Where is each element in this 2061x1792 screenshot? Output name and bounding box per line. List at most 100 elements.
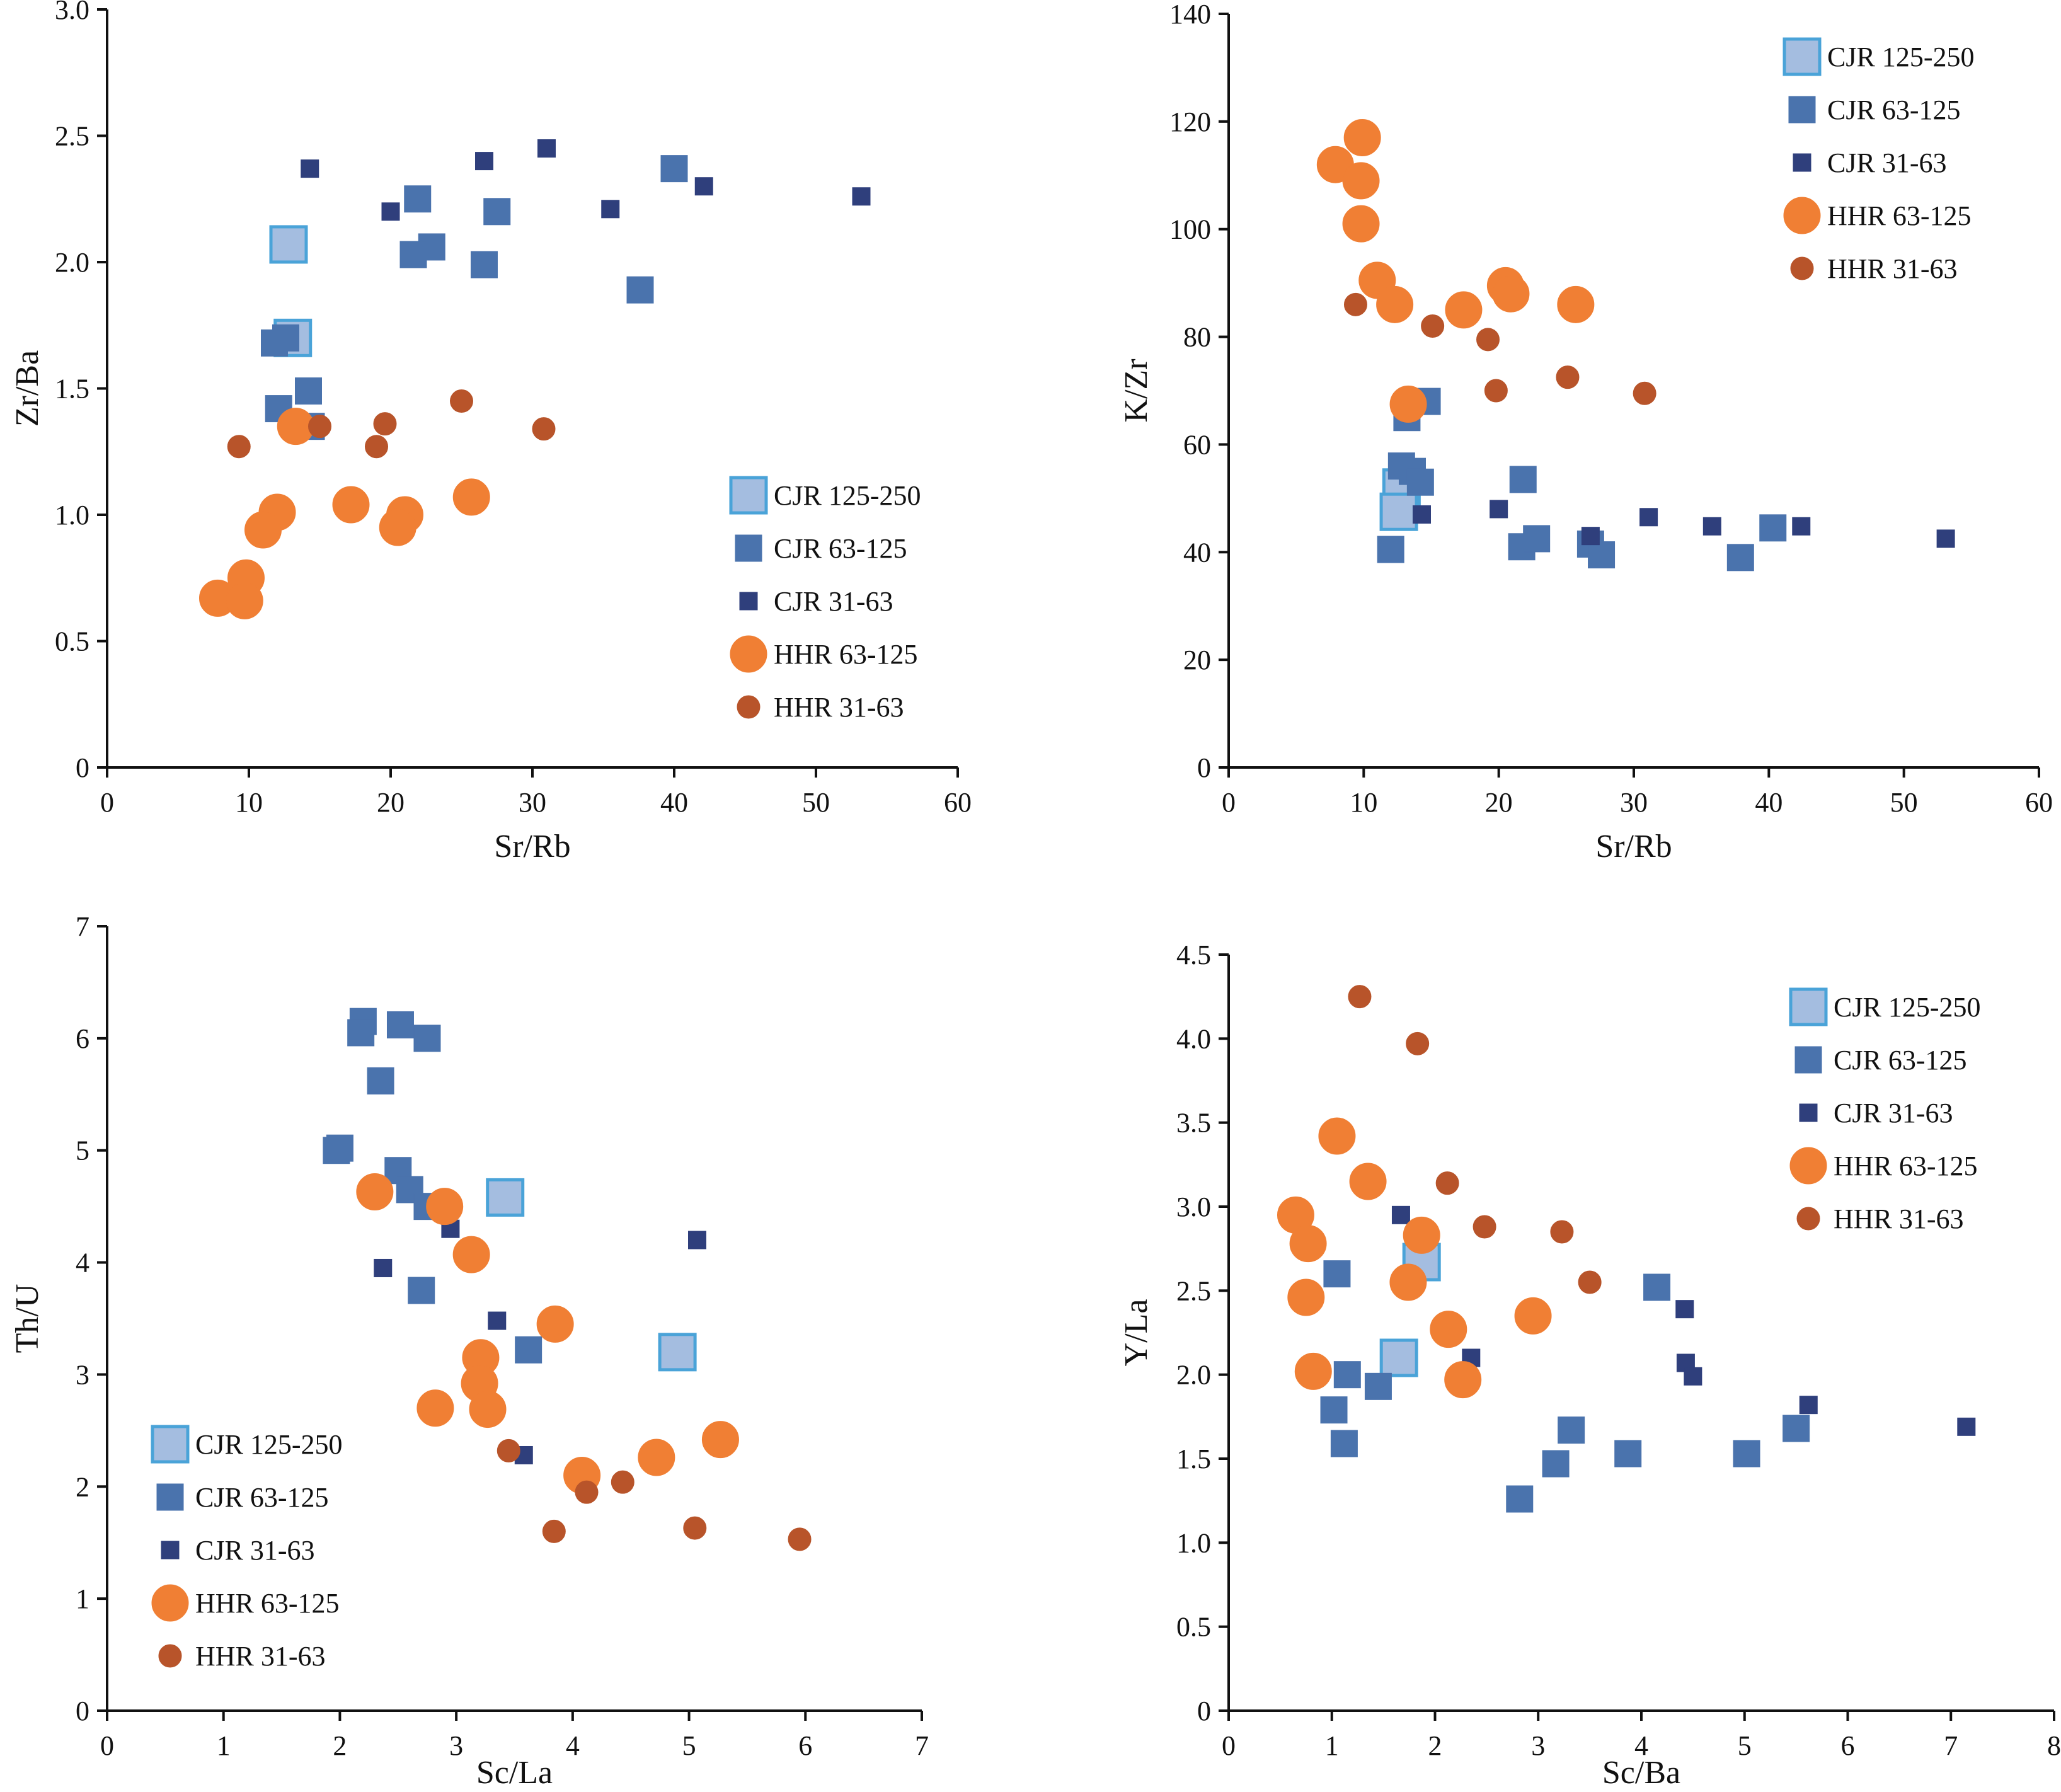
data-point-cjr-63-125 — [1558, 1416, 1585, 1444]
x-axis-title: Sc/Ba — [1602, 1755, 1680, 1791]
chart-zr-ba: 0 10 20 30 40 50 60 0 0.5 1.0 1.5 2.0 2.5 3.0 Sr/Rb Zr/… — [9, 0, 972, 864]
data-point-hhr-31-63 — [1343, 292, 1367, 316]
series-hhr-31-63 — [497, 1439, 812, 1551]
legend-label: CJR 63-125 — [195, 1482, 328, 1513]
y-tick-label: 5 — [76, 1135, 89, 1166]
legend-marker-cjr-63-125 — [1794, 1046, 1822, 1074]
y-tick-label: 1 — [76, 1583, 89, 1614]
legend-label: CJR 125-250 — [195, 1429, 342, 1460]
data-point-cjr-31-63 — [1639, 508, 1658, 527]
data-point-hhr-31-63 — [1484, 379, 1508, 403]
legend-marker-cjr-63-125 — [156, 1483, 184, 1511]
data-point-hhr-31-63 — [1421, 314, 1445, 338]
x-tick-label: 0 — [100, 1730, 114, 1761]
series-cjr-63-125 — [261, 155, 688, 440]
data-point-hhr-31-63 — [365, 435, 388, 459]
data-point-hhr-31-63 — [1550, 1220, 1574, 1244]
data-point-cjr-63-125 — [323, 1137, 350, 1164]
legend-marker-cjr-31-63 — [1793, 153, 1811, 172]
x-tick-label: 6 — [798, 1730, 812, 1761]
y-tick-label: 1.5 — [55, 374, 89, 405]
data-point-hhr-63-125 — [1389, 385, 1427, 423]
y-tick-label: 0 — [1197, 1696, 1211, 1726]
y-tick-label: 0.5 — [1176, 1612, 1211, 1643]
legend-label: CJR 125-250 — [1827, 42, 1974, 72]
data-point-cjr-125-250 — [269, 225, 308, 264]
data-point-hhr-63-125 — [416, 1389, 454, 1427]
legend-label: HHR 31-63 — [195, 1641, 326, 1672]
data-point-hhr-63-125 — [1557, 285, 1595, 323]
data-point-cjr-31-63 — [1581, 527, 1600, 546]
x-tick-label: 0 — [1222, 1730, 1236, 1761]
data-point-cjr-31-63 — [852, 187, 871, 206]
series-cjr-31-63 — [301, 139, 871, 221]
data-point-cjr-31-63 — [688, 1231, 707, 1249]
legend-marker-hhr-31-63 — [158, 1644, 182, 1668]
data-point-hhr-31-63 — [788, 1527, 812, 1551]
x-tick-label: 3 — [449, 1730, 463, 1761]
series-cjr-31-63 — [1391, 1205, 1976, 1436]
data-point-hhr-63-125 — [469, 1391, 507, 1428]
x-tick-label: 30 — [519, 787, 546, 818]
data-point-hhr-63-125 — [1430, 1311, 1467, 1348]
data-point-cjr-63-125 — [515, 1336, 543, 1364]
data-point-hhr-63-125 — [1343, 118, 1381, 156]
data-point-cjr-31-63 — [381, 202, 400, 221]
x-axis-title: Sr/Rb — [1595, 829, 1672, 864]
x-tick-label: 2 — [1428, 1730, 1442, 1761]
y-tick-label: 4 — [76, 1248, 89, 1278]
series-hhr-31-63 — [1348, 985, 1602, 1294]
y-tick-label: 7 — [76, 911, 89, 942]
chart-k-zr: 0 10 20 30 40 50 60 0 20 40 60 80 100 120 140 Sr/Rb K/Zr… — [1118, 0, 2053, 864]
data-point-hhr-63-125 — [1349, 1163, 1387, 1200]
y-tick-label: 1.5 — [1176, 1444, 1211, 1474]
x-tick-label: 0 — [1222, 787, 1236, 818]
legend-label: CJR 63-125 — [1834, 1045, 1966, 1076]
data-point-hhr-63-125 — [379, 508, 416, 546]
data-point-hhr-63-125 — [1294, 1352, 1332, 1390]
y-tick-label: 1.0 — [1176, 1527, 1211, 1558]
data-point-cjr-63-125 — [660, 155, 688, 183]
y-tick-label: 120 — [1169, 106, 1211, 137]
series-cjr-63-125 — [1320, 1260, 1810, 1513]
x-tick-label: 20 — [377, 787, 405, 818]
data-point-hhr-31-63 — [1435, 1171, 1459, 1195]
data-point-cjr-63-125 — [1759, 514, 1787, 542]
legend-marker-hhr-63-125 — [151, 1584, 189, 1622]
data-point-hhr-63-125 — [1389, 1263, 1427, 1301]
legend-label: CJR 125-250 — [774, 480, 921, 511]
data-point-hhr-31-63 — [227, 435, 251, 459]
legend-label: CJR 31-63 — [1834, 1098, 1953, 1129]
y-tick-label: 3.5 — [1176, 1108, 1211, 1139]
series-cjr-63-125 — [323, 1008, 543, 1364]
data-point-cjr-63-125 — [1406, 468, 1434, 496]
data-point-hhr-63-125 — [638, 1439, 675, 1476]
x-tick-label: 60 — [2025, 787, 2053, 818]
data-point-cjr-63-125 — [408, 1277, 435, 1304]
data-point-hhr-31-63 — [683, 1516, 707, 1540]
series-cjr-31-63 — [1412, 500, 1955, 548]
x-tick-label: 4 — [566, 1730, 580, 1761]
x-tick-label: 7 — [915, 1730, 929, 1761]
data-point-cjr-31-63 — [1490, 500, 1508, 519]
y-tick-label: 60 — [1183, 429, 1211, 460]
series-hhr-31-63 — [227, 389, 556, 459]
data-point-hhr-63-125 — [1342, 162, 1380, 200]
x-tick-label: 3 — [1531, 1730, 1545, 1761]
x-tick-label: 1 — [217, 1730, 231, 1761]
legend-label: CJR 31-63 — [774, 586, 893, 617]
data-point-hhr-63-125 — [1514, 1297, 1552, 1335]
x-tick-label: 7 — [1944, 1730, 1958, 1761]
x-tick-label: 60 — [944, 787, 972, 818]
legend-marker-cjr-31-63 — [739, 592, 758, 611]
legend-label: HHR 63-125 — [1827, 200, 1972, 231]
legend-marker-cjr-125-250 — [1789, 987, 1828, 1026]
y-tick-label: 80 — [1183, 322, 1211, 353]
x-tick-label: 50 — [802, 787, 830, 818]
data-point-cjr-63-125 — [1542, 1450, 1570, 1478]
y-tick-label: 100 — [1169, 214, 1211, 245]
legend-label: CJR 31-63 — [1827, 147, 1946, 178]
data-point-cjr-31-63 — [374, 1258, 393, 1277]
legend-marker-hhr-63-125 — [730, 635, 767, 673]
data-point-hhr-31-63 — [1633, 381, 1656, 405]
